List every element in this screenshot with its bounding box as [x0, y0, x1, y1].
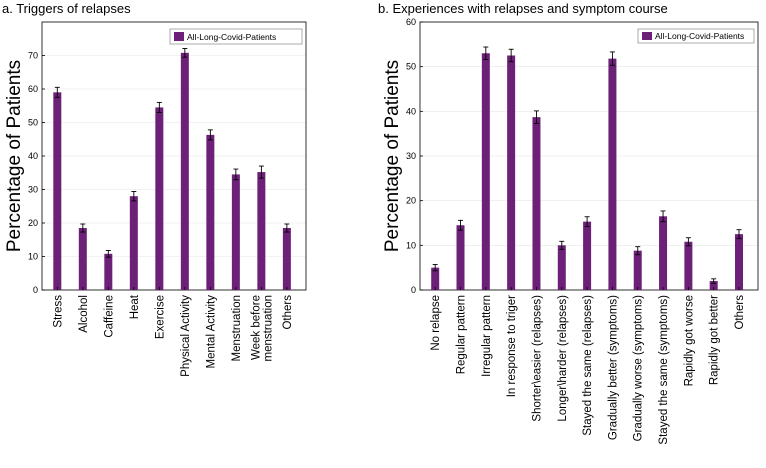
- x-tick-label: Mental Activity: [205, 295, 217, 369]
- y-tick-label: 10: [406, 240, 416, 250]
- legend-label: All-Long-Covid-Patients: [187, 32, 276, 42]
- y-tick-label: 50: [406, 62, 416, 72]
- legend-box: [169, 28, 303, 45]
- y-axis-label-a: Percentage of Patients: [4, 60, 25, 252]
- x-tick-label: Shorter\easier (relapses): [531, 295, 543, 422]
- bar: [206, 134, 215, 290]
- bar: [104, 253, 113, 290]
- y-tick-label: 0: [33, 285, 38, 295]
- legend-swatch: [642, 32, 652, 40]
- x-tick-label: Irregular pattern: [481, 295, 493, 377]
- legend-swatch: [174, 32, 184, 41]
- y-tick-label: 40: [406, 106, 416, 116]
- y-tick-label: 30: [28, 185, 38, 195]
- x-tick-label: Stayed the same (symptoms): [658, 295, 670, 445]
- x-tick-label: No relapse: [430, 295, 442, 351]
- chart-b: b. Experiences with relapses and symptom…: [378, 1, 759, 445]
- chart-a: a. Triggers of relapses 0 10 20 30 40 50 60 70Pe…: [2, 1, 307, 377]
- y-tick-label: 30: [406, 151, 416, 161]
- x-tick-label: Week beforemenstruation: [250, 295, 274, 361]
- y-tick-label: 20: [406, 196, 416, 206]
- bar: [633, 250, 642, 290]
- y-tick-label: 50: [28, 118, 38, 128]
- y-tick-label: 0: [411, 285, 416, 295]
- bar: [583, 221, 592, 290]
- plot-frame-a: [41, 21, 307, 291]
- y-axis-label-b: Percentage of Patients: [382, 60, 403, 252]
- legend-a: All-Long-Covid-Patients: [169, 28, 303, 45]
- x-tick-label: Others: [734, 295, 746, 330]
- y-tick-label: 70: [28, 51, 38, 61]
- bar: [608, 58, 617, 291]
- bar: [735, 234, 744, 290]
- x-tick-label: Heat: [129, 294, 141, 319]
- bar: [155, 107, 164, 290]
- x-tick-label: Rapidly got worse: [683, 295, 695, 386]
- x-tick-label: Stress: [52, 295, 64, 328]
- bar: [53, 92, 62, 290]
- bar: [431, 267, 440, 290]
- x-tick-label: Rapidly got better: [709, 295, 721, 385]
- y-tick-label: 60: [406, 17, 416, 27]
- bar: [456, 225, 465, 290]
- bar: [257, 172, 266, 290]
- x-tick-label: Physical Activity: [180, 295, 192, 377]
- x-tick-label: Stayed the same (relapses): [582, 295, 594, 436]
- bar: [709, 281, 718, 290]
- bar: [78, 228, 87, 290]
- bar: [659, 216, 668, 290]
- x-tick-label: Gradually worse (symptoms): [633, 295, 645, 442]
- x-tick-label: Longer\harder (relapses): [557, 295, 569, 422]
- legend-label: All-Long-Covid-Patients: [655, 31, 744, 41]
- bar: [129, 196, 138, 290]
- x-tick-label: Caffeine: [103, 295, 115, 338]
- y-tick-label: 40: [28, 151, 38, 161]
- x-tick-label: In response to triger: [506, 295, 518, 397]
- x-tick-label: Exercise: [154, 295, 166, 339]
- chart-title-b: b. Experiences with relapses and symptom…: [378, 1, 668, 16]
- y-tick-label: 10: [28, 252, 38, 262]
- x-tick-label: Gradually better (symptoms): [607, 295, 619, 440]
- bar: [507, 55, 516, 290]
- bar: [532, 117, 541, 290]
- bar: [481, 53, 490, 291]
- chart-title-a: a. Triggers of relapses: [2, 1, 131, 16]
- bar: [282, 228, 291, 290]
- bar: [557, 245, 566, 290]
- x-tick-label: Alcohol: [78, 295, 90, 333]
- bar: [180, 52, 189, 290]
- legend-b: All-Long-Covid-Patients: [637, 28, 755, 44]
- x-tick-label: Others: [282, 295, 294, 330]
- x-tick-label: Menstruation: [231, 295, 243, 361]
- bar: [684, 241, 693, 290]
- x-tick-label: Regular pattern: [456, 295, 468, 374]
- y-tick-label: 20: [28, 218, 38, 228]
- legend-box: [637, 28, 755, 44]
- bar: [231, 174, 240, 290]
- y-tick-label: 60: [28, 84, 38, 94]
